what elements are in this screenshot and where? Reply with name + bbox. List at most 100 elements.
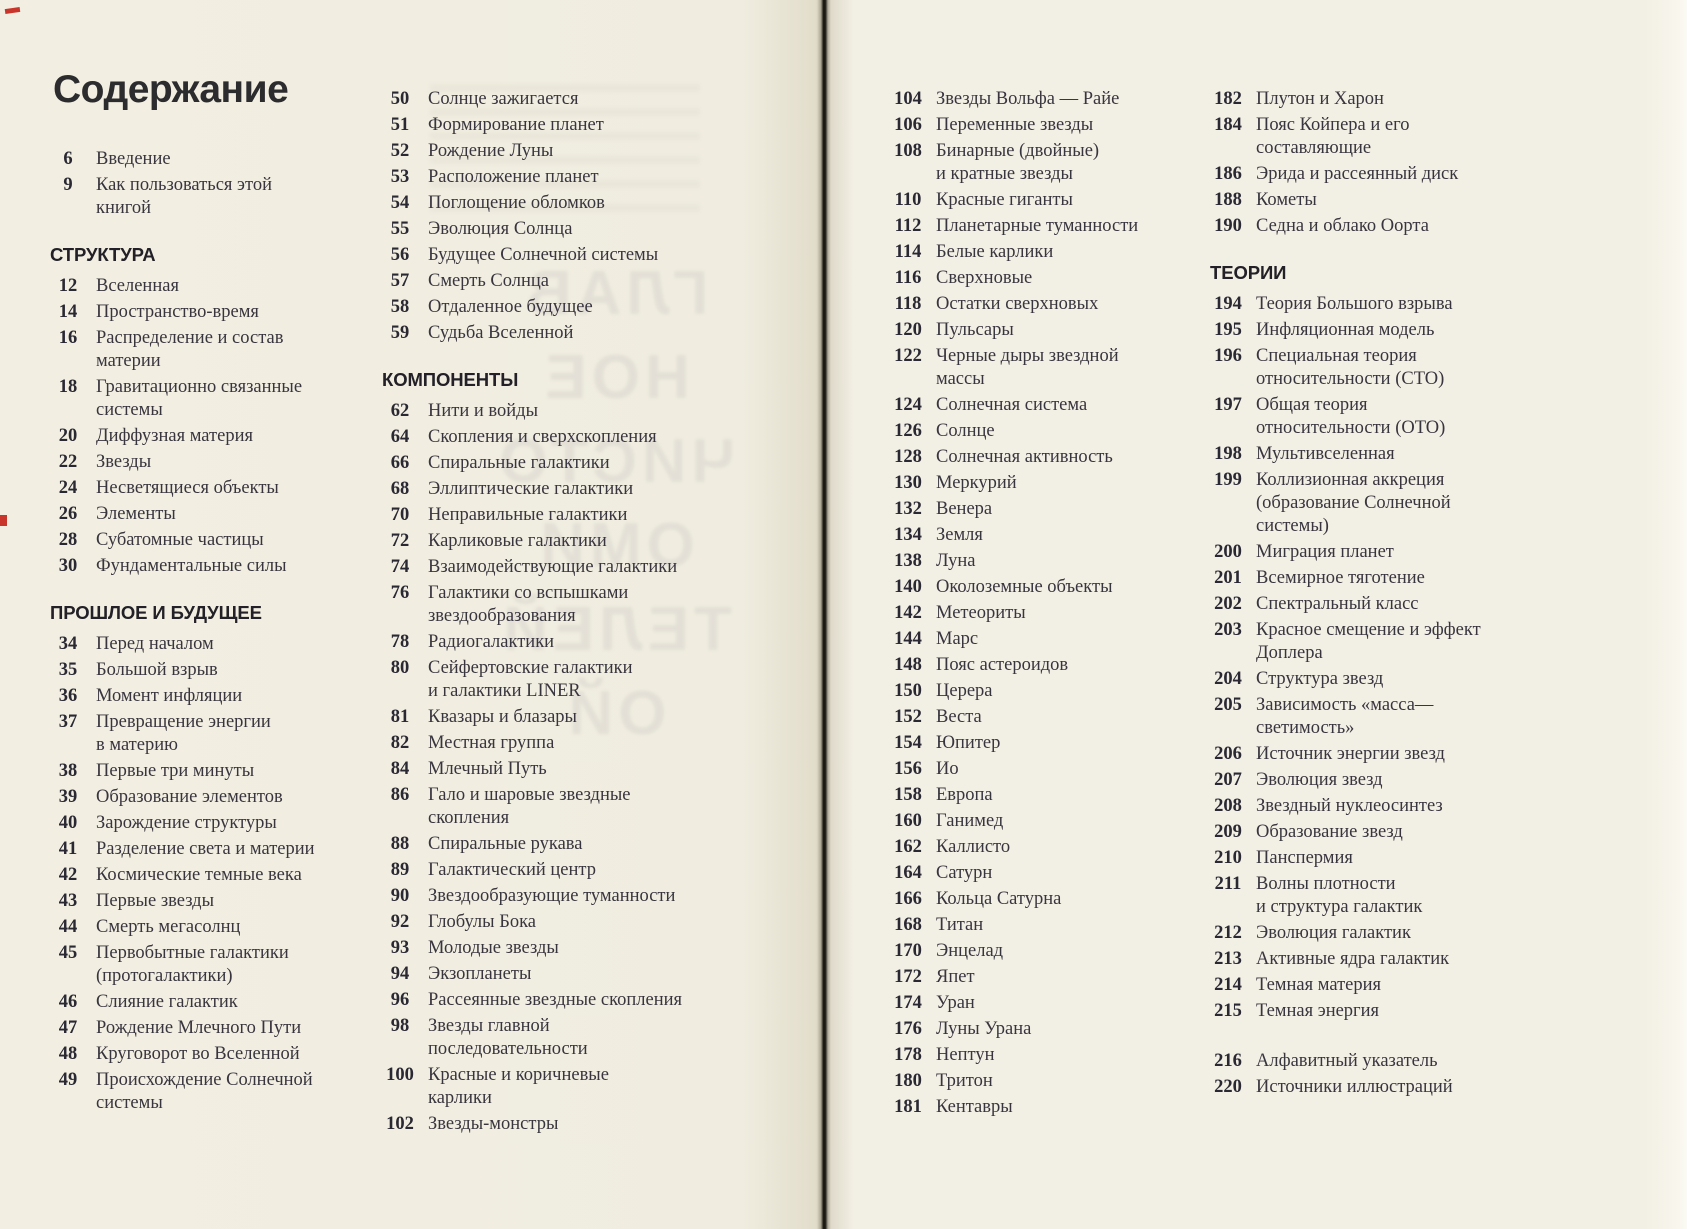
toc-entry-title: Диффузная материя [96,426,253,446]
toc-entry-title: Источники иллюстраций [1256,1077,1453,1097]
toc-entry-title: Звезды главной последовательности [428,1016,588,1059]
toc-page-number: 58 [390,297,410,317]
toc-item: 197 Общая теория относительности (ОТО) [1208,394,1540,440]
toc-item: 178 Нептун [888,1044,1200,1067]
toc-item: 215 Темная энергия [1208,1000,1540,1023]
toc-item: 24 Несветящиеся объекты [48,477,370,500]
toc-page-number: 203 [1214,620,1242,640]
toc-entry-title: Радиогалактики [428,632,555,652]
toc-item: 160 Ганимед [888,810,1200,833]
toc-entry-title: Ганимед [936,811,1004,831]
toc-page-number: 200 [1214,542,1242,562]
toc-item: 82 Местная группа [380,732,712,755]
toc-item: 126 Солнце [888,420,1200,443]
toc-page-number: 126 [894,421,922,441]
toc-entry-title: Мультивселенная [1256,444,1395,464]
page-title: Содержание [53,68,289,111]
toc-page-number: 184 [1214,115,1242,135]
toc-entry-title: Эрида и рассеянный диск [1256,164,1459,184]
toc-page-number: 6 [63,149,73,169]
toc-entry-title: Галактики со вспышками звездообразования [428,583,629,626]
toc-page-number: 216 [1214,1051,1242,1071]
toc-item: 120 Пульсары [888,319,1200,342]
toc-page-number: 116 [894,268,922,288]
toc-item: 9 Как пользоваться этой книгой [48,174,370,220]
toc-page-number: 39 [58,787,78,807]
toc-column-2: 50 Солнце зажигается 51 Формирование планет… [380,88,712,1139]
toc-page-number: 201 [1214,568,1242,588]
toc-entry-title: Смерть мегасолнц [96,917,241,937]
toc-item: 46 Слияние галактик [48,991,370,1014]
toc-item: 14 Пространство-время [48,301,370,324]
toc-page-number: 57 [390,271,410,291]
toc-page-number: 74 [390,557,410,577]
toc-entry-title: Черные дыры звездной массы [936,346,1119,389]
toc-entry-title: Титан [936,915,984,935]
toc-entry-title: Алфавитный указатель [1256,1051,1438,1071]
toc-item: 195 Инфляционная модель [1208,319,1540,342]
toc-item: 70 Неправильные галактики [380,504,712,527]
toc-column-1: 6 Введение 9 Как пользоваться этой книгой СТ… [48,148,370,1118]
toc-item: 44 Смерть мегасолнц [48,916,370,939]
toc-item: 152 Веста [888,706,1200,729]
scan-artifact [0,515,7,526]
toc-page-number: 82 [390,733,410,753]
toc-entry-title: Веста [936,707,982,727]
toc-entry-title: Первые три минуты [96,761,255,781]
toc-entry-title: Момент инфляции [96,686,243,706]
toc-entry-title: Каллисто [936,837,1011,857]
toc-entry-title: Пространство-время [96,302,259,322]
toc-entry-title: Элементы [96,504,176,524]
toc-item: 110 Красные гиганты [888,189,1200,212]
left-page: ГЛАВ НОЕ ЧИСТО ОМИ ТЕЛЕЙ ОЙ Содержание 6… [0,0,823,1229]
toc-page-number: 44 [58,917,78,937]
toc-item: 128 Солнечная активность [888,446,1200,469]
toc-page-number: 28 [58,530,78,550]
toc-page-number: 212 [1214,923,1242,943]
toc-item: 100 Красные и коричневые карлики [380,1064,712,1110]
toc-entry-title: Европа [936,785,993,805]
toc-item: 124 Солнечная система [888,394,1200,417]
toc-page-number: 144 [894,629,922,649]
toc-page-number: 14 [58,302,78,322]
toc-item: 90 Звездообразующие туманности [380,885,712,908]
toc-page-number: 215 [1214,1001,1242,1021]
toc-entry-title: Бинарные (двойные) и кратные звезды [936,141,1100,184]
toc-item: 86 Гало и шаровые звездные скопления [380,784,712,830]
toc-item: 80 Сейфертовские галактики и галактики LI… [380,657,712,703]
toc-item: 207 Эволюция звезд [1208,769,1540,792]
toc-page-number: 9 [63,175,73,195]
toc-entry-title: Звезды-монстры [428,1114,559,1134]
toc-page-number: 148 [894,655,922,675]
toc-item: 39 Образование элементов [48,786,370,809]
toc-entry-title: Поглощение обломков [428,193,605,213]
toc-page-number: 18 [58,377,78,397]
toc-item: 148 Пояс астероидов [888,654,1200,677]
toc-item: 114 Белые карлики [888,241,1200,264]
toc-page-number: 182 [1214,89,1242,109]
toc-entry-title: Зависимость «масса— светимость» [1256,695,1434,738]
toc-page-number: 88 [390,834,410,854]
toc-item: 102 Звезды-монстры [380,1113,712,1136]
toc-item: 76 Галактики со вспышками звездообразован… [380,582,712,628]
toc-page-number: 168 [894,915,922,935]
toc-item: 18 Гравитационно связанные системы [48,376,370,422]
toc-page-number: 20 [58,426,78,446]
toc-page-number: 140 [894,577,922,597]
toc-item: 142 Метеориты [888,602,1200,625]
toc-entry-title: Марс [936,629,979,649]
toc-page-number: 100 [386,1065,414,1085]
toc-entry-title: Миграция планет [1256,542,1394,562]
toc-entry-title: Экзопланеты [428,964,532,984]
toc-page-number: 106 [894,115,922,135]
toc-item: 212 Эволюция галактик [1208,922,1540,945]
toc-page-number: 50 [390,89,410,109]
toc-page-number: 55 [390,219,410,239]
toc-entry-title: Млечный Путь [428,759,547,779]
toc-item: 51 Формирование планет [380,114,712,137]
toc-entry-title: Как пользоваться этой книгой [96,175,272,218]
toc-item: 26 Элементы [48,503,370,526]
toc-page-number: 56 [390,245,410,265]
toc-entry-title: Первые звезды [96,891,215,911]
toc-item: 196 Специальная теория относительности (С… [1208,345,1540,391]
